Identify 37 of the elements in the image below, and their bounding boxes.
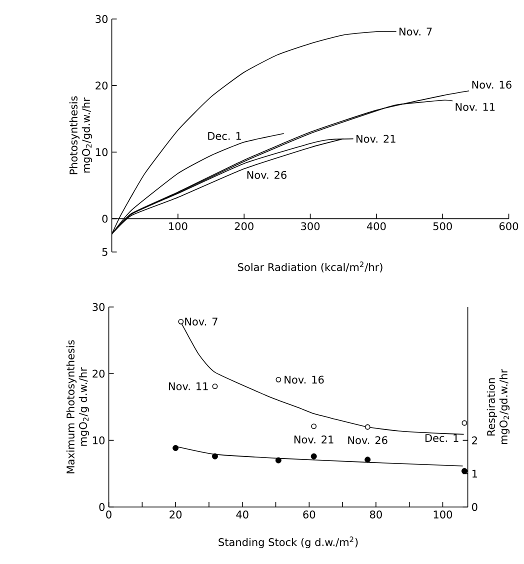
x-tick-label: 600 — [500, 222, 518, 230]
y2-tick-label: 2 — [472, 436, 478, 444]
annotation: Dec. 1 — [426, 434, 458, 442]
series-label: Nov. 26 — [247, 170, 287, 179]
annotation: Nov. 21 — [294, 436, 334, 444]
y-tick-label: 5 — [102, 248, 108, 256]
annotation: Nov. 7 — [185, 318, 218, 326]
x-axis-title: Solar Radiation (kcal/m$^{2}$/hr) — [238, 262, 382, 272]
annotation: Nov. 11 — [169, 382, 208, 390]
x-tick-label: 40 — [236, 510, 248, 518]
y-tick-label: 20 — [92, 370, 105, 378]
y-tick-label: 10 — [96, 148, 108, 156]
series-label: Nov. 16 — [472, 80, 512, 89]
y2-tick-label: 1 — [472, 470, 478, 478]
series-label: Nov. 21 — [356, 134, 396, 143]
x-tick-label: 80 — [370, 510, 382, 518]
x-tick-label: 100 — [169, 222, 188, 230]
series-label: Nov. 11 — [456, 103, 495, 111]
x-tick-label: 300 — [301, 222, 320, 230]
y-tick-label: 30 — [92, 303, 105, 311]
y-tick-label: 20 — [96, 82, 108, 90]
x-tick-label: 100 — [434, 510, 452, 518]
y-tick-label: 30 — [96, 15, 108, 23]
y2-tick-label: 0 — [472, 503, 478, 511]
x-axis-title: Standing Stock (g d.w./m$^{2}$) — [218, 536, 358, 548]
annotation: Nov. 26 — [348, 436, 388, 444]
x-tick-label: 20 — [170, 510, 182, 518]
y-tick-label: 10 — [93, 436, 105, 444]
series-label: Nov. 7 — [400, 28, 432, 36]
x-tick-label: 200 — [234, 222, 254, 230]
x-tick-label: 500 — [434, 222, 452, 230]
x-tick-label: 60 — [303, 510, 316, 518]
series-label: Dec. 1 — [208, 132, 242, 140]
annotation: Nov. 16 — [284, 376, 324, 384]
x-tick-label: 400 — [367, 222, 386, 230]
y-tick-label: 0 — [102, 214, 108, 223]
y-tick-label: 0 — [99, 503, 105, 511]
